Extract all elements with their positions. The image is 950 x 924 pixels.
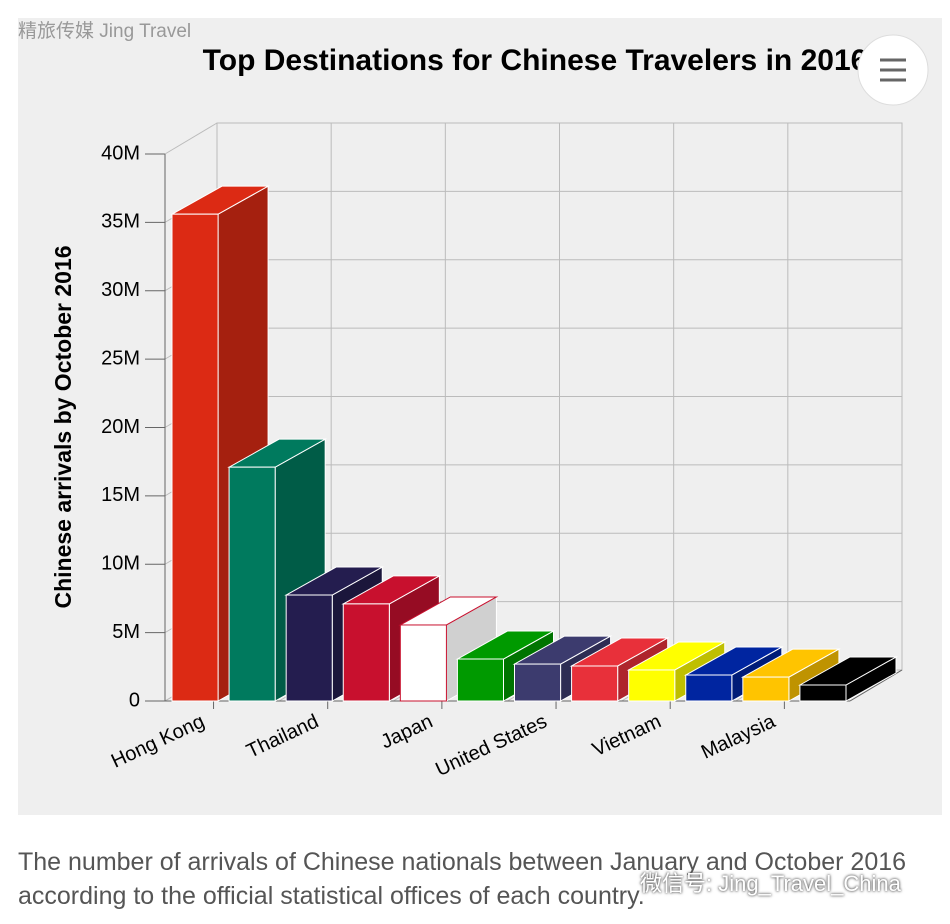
x-axis-depth — [849, 669, 903, 702]
bar — [571, 665, 619, 702]
bar — [456, 658, 504, 702]
y-tick-label: 20M — [101, 416, 140, 438]
bar — [285, 594, 333, 702]
caption: The number of arrivals of Chinese nation… — [18, 848, 907, 910]
bar — [799, 684, 847, 702]
bar — [514, 663, 562, 702]
chart: 精旅传媒 Jing Travel Top Destinations for Ch… — [18, 18, 942, 815]
y-tick-label: 5M — [112, 621, 140, 643]
bar — [399, 624, 447, 702]
y-axis-label: Chinese arrivals by October 2016 — [50, 245, 76, 608]
header: 精旅传媒 Jing Travel — [18, 20, 191, 42]
bar — [342, 603, 390, 702]
y-tick-label: 0 — [129, 689, 140, 711]
watermark: 微信号: Jing_Travel_China — [640, 871, 901, 896]
grid-line-side — [164, 122, 218, 155]
y-tick-label: 35M — [101, 211, 140, 233]
y-tick-label: 10M — [101, 553, 140, 575]
y-tick-label: 30M — [101, 279, 140, 301]
y-tick-label: 25M — [101, 347, 140, 369]
menu-button[interactable] — [857, 34, 929, 106]
y-tick-label: 40M — [101, 142, 140, 164]
bar — [742, 676, 790, 702]
bar — [628, 669, 676, 702]
bar — [228, 466, 276, 702]
y-tick-label: 15M — [101, 484, 140, 506]
bar — [171, 213, 219, 702]
chart-title: Top Destinations for Chinese Travelers i… — [203, 44, 868, 77]
bar — [685, 674, 733, 702]
